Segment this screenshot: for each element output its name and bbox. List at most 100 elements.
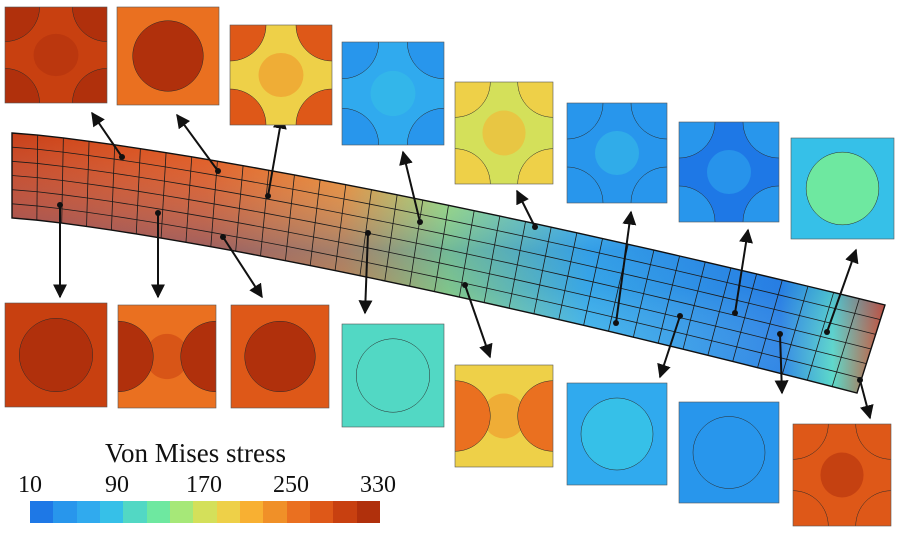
stress-contour: [482, 393, 526, 439]
mesh-line-transverse: [533, 227, 552, 314]
mesh-line-transverse: [508, 221, 526, 309]
legend-tick-10: 10: [18, 472, 42, 498]
fiber-inclusion: [567, 103, 604, 140]
colorbar-swatch: [169, 501, 194, 523]
unit-cell-c6: [566, 102, 668, 204]
stress-contour: [707, 150, 751, 194]
fiber-inclusion: [679, 122, 716, 159]
callout-arrow: [399, 150, 421, 223]
callout-arrow: [657, 315, 681, 379]
colorbar-swatch: [333, 501, 357, 523]
colorbar-swatch: [123, 501, 147, 523]
callout-arrow: [774, 333, 789, 395]
mesh-line-transverse: [583, 238, 603, 326]
fiber-inclusion: [630, 166, 667, 203]
beam-low-stress-band: [12, 133, 885, 393]
fiber-inclusion: [455, 82, 491, 118]
cell-border: [454, 364, 554, 468]
colorbar-swatch: [216, 501, 240, 523]
mesh-line-transverse: [61, 137, 64, 224]
unit-cell-c14: [566, 382, 668, 486]
fiber-inclusion: [180, 320, 216, 393]
mesh-line-transverse: [210, 161, 218, 247]
stress-contour: [595, 131, 639, 175]
fiber-inclusion: [793, 424, 829, 460]
unit-cell-c1: [4, 6, 108, 104]
unit-cell-c2: [116, 6, 220, 106]
fiber-inclusion: [692, 416, 766, 489]
mesh-line-transverse: [707, 267, 732, 356]
beam-outline: [11, 132, 886, 394]
mesh-line-transverse: [682, 261, 706, 350]
stress-contour: [482, 110, 526, 156]
fiber-inclusion: [793, 490, 829, 526]
fiber-inclusion: [805, 151, 880, 226]
mesh-line-transverse: [657, 255, 680, 344]
stress-contour: [145, 333, 189, 380]
fiber-inclusion: [455, 148, 491, 184]
unit-cell-c3: [229, 24, 333, 126]
mesh-line-transverse: [309, 179, 321, 266]
mesh-line-transverse: [185, 156, 193, 243]
unit-cell-c16: [792, 423, 892, 527]
unit-cell-c8: [790, 137, 895, 240]
unit-cell-c15: [678, 401, 780, 504]
callout-arrows: [53, 111, 874, 420]
fiber-inclusion: [356, 338, 430, 413]
fiber-inclusion: [407, 108, 444, 145]
callout-arrow: [464, 284, 493, 359]
fiber-inclusion: [118, 320, 154, 393]
fiber-inclusion: [72, 7, 107, 42]
unit-cell-c7: [678, 121, 780, 223]
mesh-line-transverse: [558, 232, 578, 320]
fiber-inclusion: [342, 108, 379, 145]
colorbar-swatch: [53, 501, 77, 523]
fiber-inclusion: [742, 185, 779, 222]
unit-cell-c4: [341, 41, 445, 146]
cell-border: [4, 6, 108, 104]
unit-cell-c11: [230, 304, 330, 409]
fiber-inclusion: [5, 68, 40, 103]
mesh-line-transverse: [334, 184, 347, 271]
cell-border: [116, 6, 220, 106]
fiber-inclusion: [407, 42, 444, 79]
colorbar-swatch: [286, 501, 310, 523]
fiber-inclusion: [295, 88, 332, 125]
callout-arrow: [267, 114, 287, 197]
unit-cell-c5: [454, 81, 554, 185]
callout-arrow: [859, 379, 874, 420]
mesh-line-transverse: [458, 210, 475, 298]
mesh-line-transverse: [284, 174, 295, 261]
mesh-line-transverse: [782, 286, 809, 375]
fiber-inclusion: [19, 318, 93, 392]
mesh-line-transverse: [831, 298, 860, 387]
cell-border: [790, 137, 895, 240]
mesh-line-transverse: [483, 216, 501, 303]
colorbar-swatch: [239, 501, 264, 523]
mesh-line-transverse: [235, 165, 244, 252]
mesh-line-transverse: [135, 148, 141, 234]
mesh-line-transverse: [409, 199, 424, 287]
callout-arrow: [516, 189, 536, 228]
mesh-line-transverse: [160, 152, 167, 239]
cell-border: [566, 382, 668, 486]
fiber-inclusion: [230, 25, 267, 62]
fiber-inclusion: [244, 320, 316, 393]
colorbar-swatch: [30, 501, 54, 523]
callout-arrow: [358, 232, 373, 315]
fiber-inclusion: [5, 7, 40, 42]
callout-arrow: [91, 111, 123, 158]
fiber-inclusion: [630, 103, 667, 140]
colorbar-swatch: [146, 501, 170, 523]
fiber-inclusion: [342, 42, 379, 79]
mesh-line-transverse: [36, 135, 39, 221]
callout-arrow: [734, 228, 753, 314]
cell-border: [4, 302, 108, 408]
stress-contour: [258, 53, 304, 97]
cell-border: [117, 304, 217, 409]
fiber-inclusion: [132, 20, 204, 92]
callout-arrow: [615, 210, 637, 324]
colorbar-swatch: [76, 501, 100, 523]
